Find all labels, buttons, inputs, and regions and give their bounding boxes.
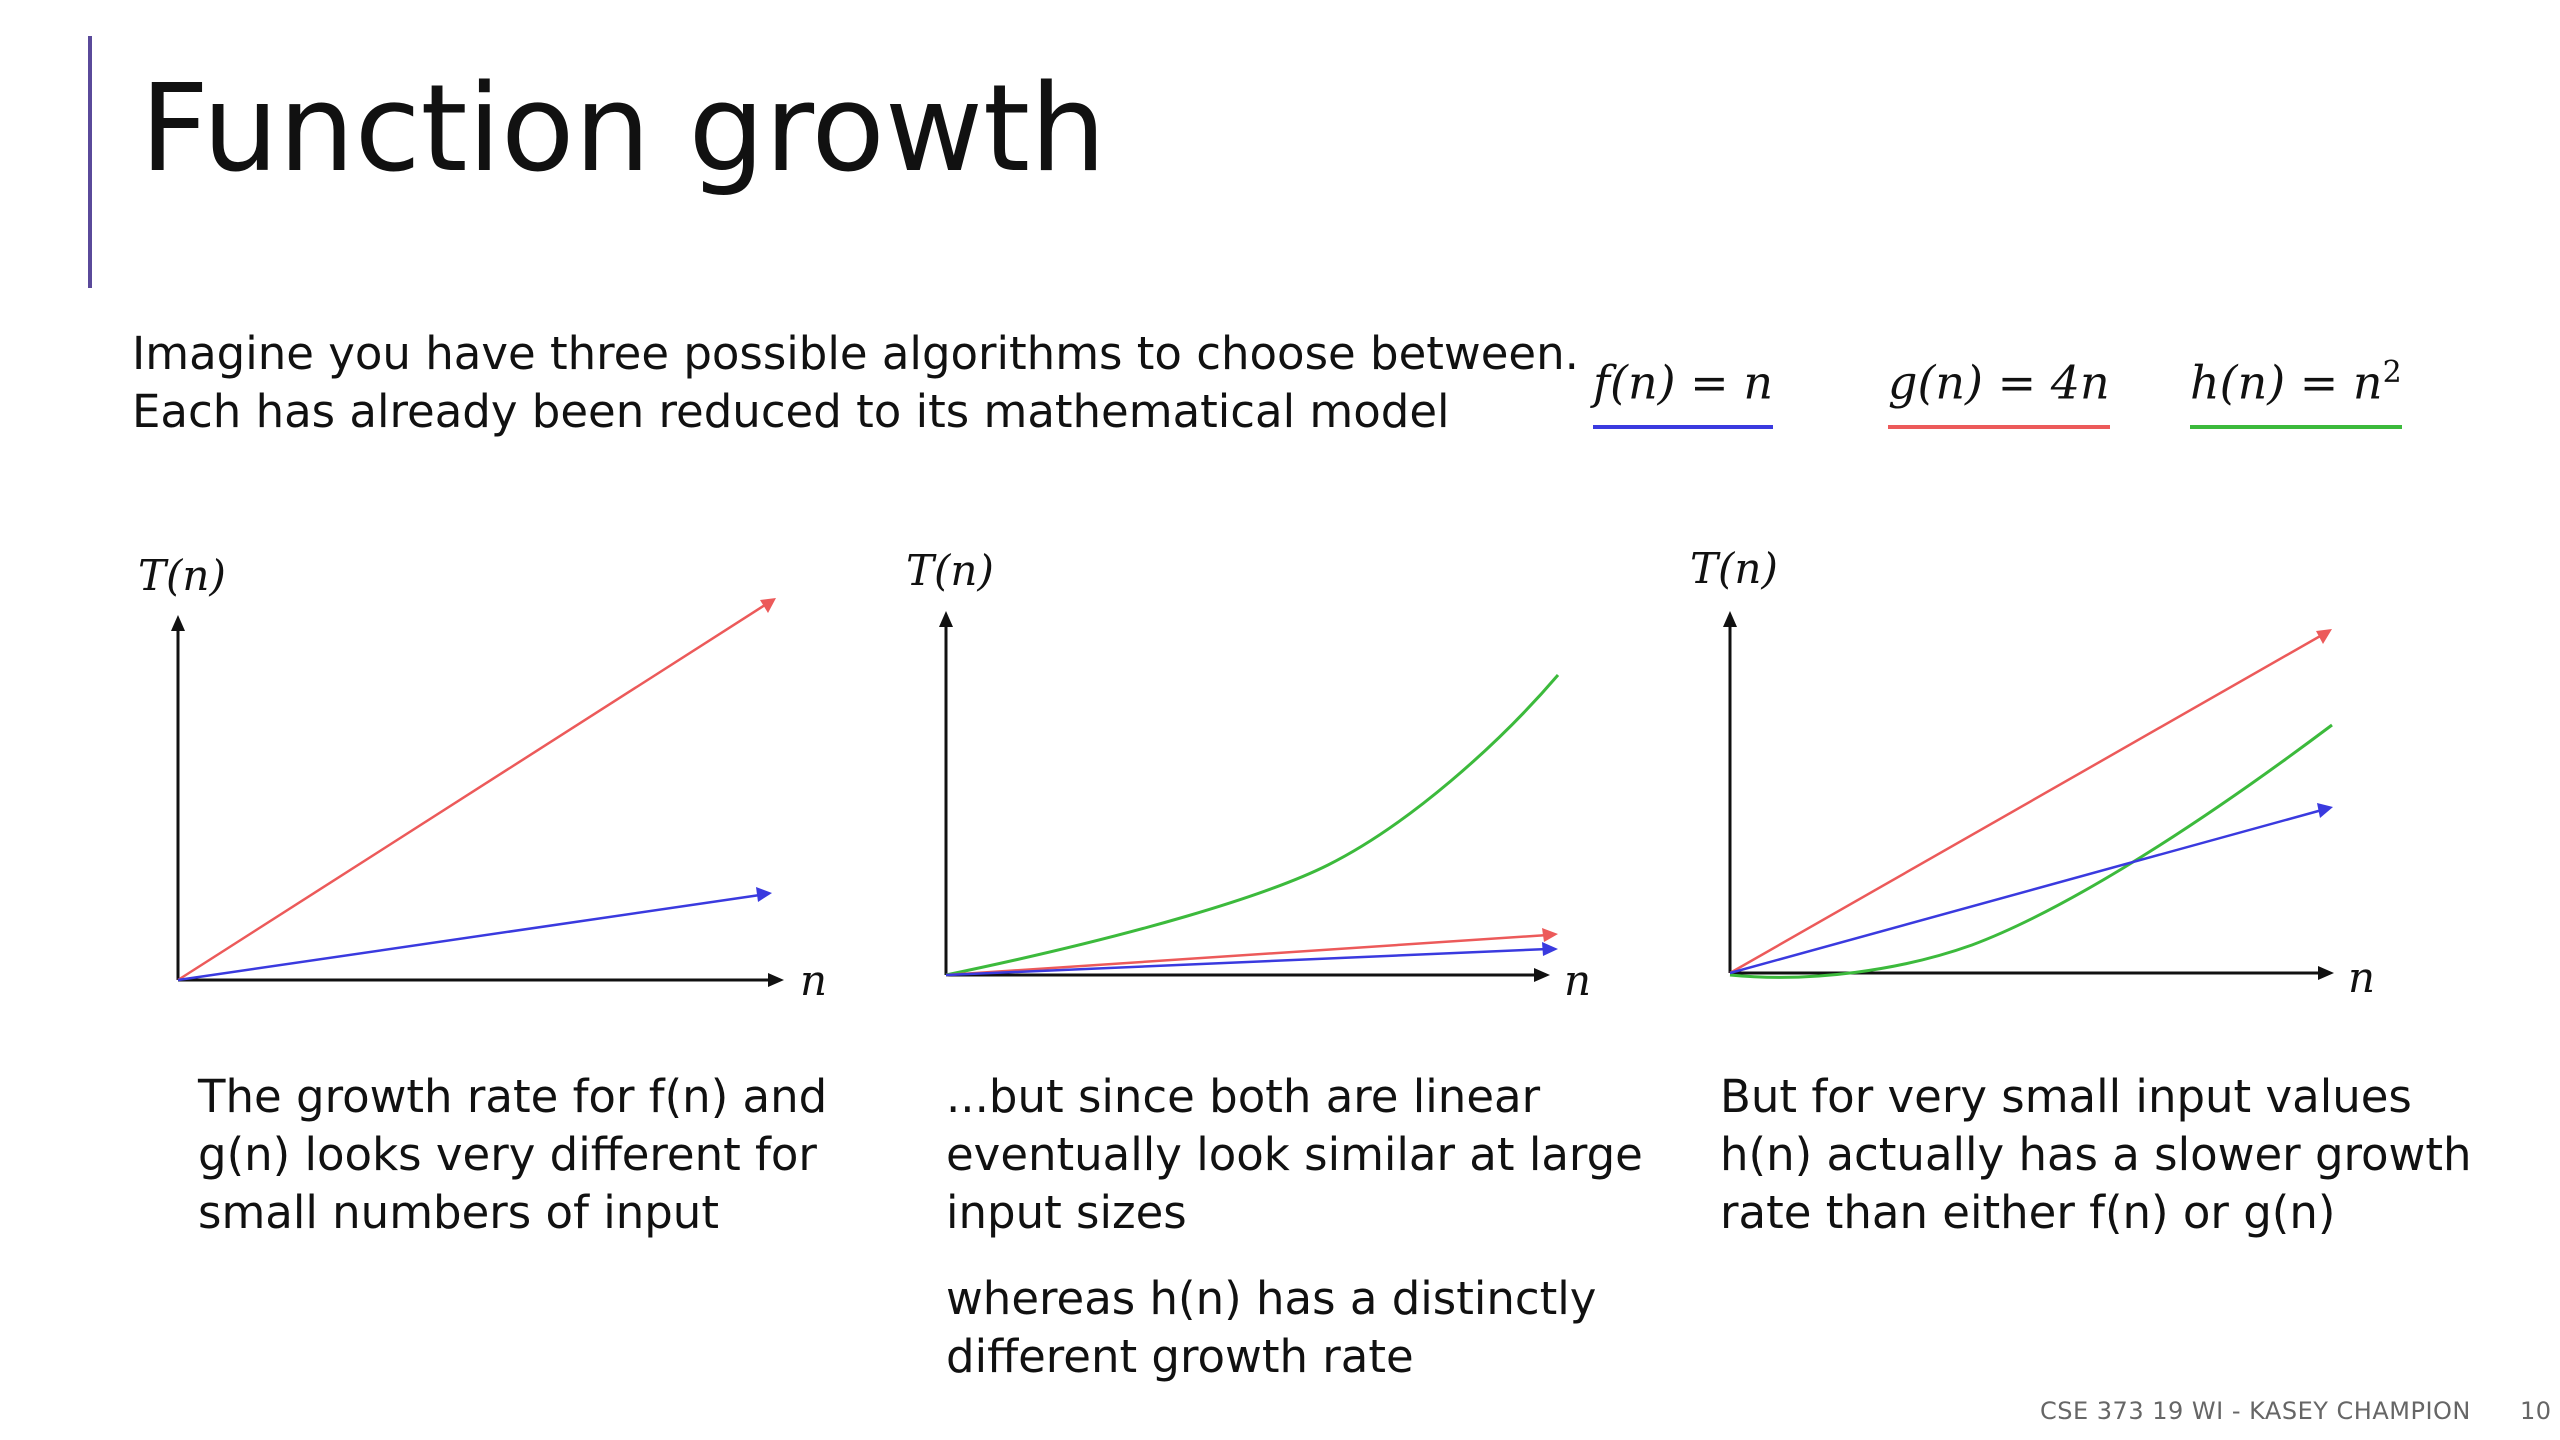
- caption-line: But for very small input values: [1720, 1070, 2412, 1123]
- caption-paragraph: ...but since both are linear eventually …: [946, 1068, 1643, 1242]
- legend-f-underline: [1593, 425, 1773, 429]
- series-f-line: [945, 947, 1549, 977]
- series-f-arrowhead: [756, 887, 772, 902]
- caption-line: g(n) looks very different for: [198, 1128, 817, 1181]
- caption-paragraph: But for very small input values h(n) act…: [1720, 1068, 2472, 1242]
- series-g-line: [177, 603, 766, 982]
- caption-line: input sizes: [946, 1186, 1187, 1239]
- y-axis-label: T(n): [906, 546, 994, 595]
- footer-page-number: 10: [2520, 1397, 2552, 1425]
- intro-text: Imagine you have three possible algorith…: [132, 325, 1579, 441]
- caption-line: ...but since both are linear: [946, 1070, 1541, 1123]
- chart-large-n: T(n) n: [906, 546, 1591, 1005]
- caption-line: rate than either f(n) or g(n): [1720, 1186, 2336, 1239]
- legend-h-exponent: 2: [2382, 355, 2402, 390]
- series-h-curve: [1729, 723, 2333, 979]
- legend-h: h(n) = n2: [2190, 355, 2402, 429]
- x-axis-arrowhead: [1534, 968, 1550, 982]
- series-g-arrowhead: [1542, 928, 1558, 942]
- x-axis-arrowhead: [768, 973, 784, 987]
- caption-paragraph: whereas h(n) has a distinctly different …: [946, 1270, 1643, 1386]
- y-axis-label: T(n): [1690, 544, 1778, 593]
- chart-small-n-crossover: T(n) n: [1690, 544, 2375, 1002]
- legend-h-label: h(n) = n: [2190, 355, 2383, 410]
- footer-course: CSE 373 19 WI - KASEY CHAMPION: [2040, 1397, 2471, 1425]
- caption-line: different growth rate: [946, 1330, 1414, 1383]
- y-axis-arrowhead: [939, 611, 953, 627]
- caption-line: eventually look similar at large: [946, 1128, 1643, 1181]
- y-axis-label: T(n): [138, 551, 226, 600]
- series-f-line: [1729, 808, 2323, 975]
- intro-line: Imagine you have three possible algorith…: [132, 327, 1579, 380]
- caption-line: The growth rate for f(n) and: [198, 1070, 828, 1123]
- caption-line: h(n) actually has a slower growth: [1720, 1128, 2472, 1181]
- series-g-line: [1729, 633, 2323, 975]
- x-axis-label: n: [2348, 953, 2375, 1002]
- series-g-arrowhead: [2316, 629, 2332, 644]
- y-axis-arrowhead: [171, 615, 185, 631]
- legend-g-label: g(n) = 4n: [1888, 355, 2110, 410]
- legend-f: f(n) = n: [1593, 355, 1773, 429]
- caption-line: whereas h(n) has a distinctly: [946, 1272, 1597, 1325]
- series-f-arrowhead: [2317, 803, 2333, 818]
- y-axis-arrowhead: [1723, 611, 1737, 627]
- series-f-line: [177, 893, 761, 982]
- series-h-curve: [945, 674, 1560, 977]
- slide-title: Function growth: [140, 60, 1107, 199]
- legend-g-underline: [1888, 425, 2110, 429]
- intro-line: Each has already been reduced to its mat…: [132, 385, 1450, 438]
- x-axis-label: n: [1564, 956, 1591, 1005]
- legend-g: g(n) = 4n: [1888, 355, 2110, 429]
- series-g-arrowhead: [760, 598, 776, 613]
- x-axis-label: n: [800, 956, 827, 1005]
- title-accent-bar: [88, 36, 92, 288]
- caption-3: But for very small input values h(n) act…: [1720, 1068, 2472, 1242]
- caption-1: The growth rate for f(n) and g(n) looks …: [198, 1068, 827, 1242]
- caption-line: small numbers of input: [198, 1186, 719, 1239]
- legend-h-underline: [2190, 425, 2402, 429]
- chart-linear-small-n: T(n) n: [138, 551, 827, 1005]
- x-axis-arrowhead: [2318, 966, 2334, 980]
- series-f-arrowhead: [1542, 942, 1558, 956]
- caption-paragraph: The growth rate for f(n) and g(n) looks …: [198, 1068, 827, 1242]
- legend-f-label: f(n) = n: [1593, 355, 1773, 410]
- series-g-line: [945, 933, 1549, 977]
- caption-2: ...but since both are linear eventually …: [946, 1068, 1643, 1386]
